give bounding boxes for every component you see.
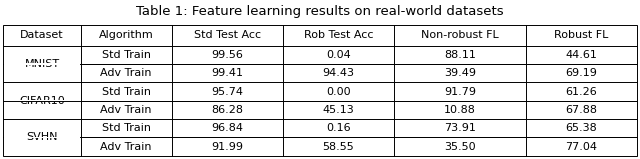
Text: 35.50: 35.50 (444, 142, 476, 152)
Text: 88.11: 88.11 (444, 50, 476, 60)
Text: 44.61: 44.61 (565, 50, 597, 60)
Text: Robust FL: Robust FL (554, 30, 609, 40)
Text: 39.49: 39.49 (444, 68, 476, 78)
Text: 45.13: 45.13 (323, 105, 355, 115)
Bar (4, 100, 80, 101)
Text: 10.88: 10.88 (444, 105, 476, 115)
Text: 69.19: 69.19 (565, 68, 597, 78)
Text: 0.16: 0.16 (326, 123, 351, 133)
Text: 91.79: 91.79 (444, 87, 476, 97)
Text: 73.91: 73.91 (444, 123, 476, 133)
Text: 58.55: 58.55 (323, 142, 355, 152)
Text: MNIST: MNIST (24, 59, 60, 69)
Text: Table 1: Feature learning results on real-world datasets: Table 1: Feature learning results on rea… (136, 5, 504, 18)
Text: SVHN: SVHN (26, 132, 58, 142)
Text: 0.00: 0.00 (326, 87, 351, 97)
Text: Adv Train: Adv Train (100, 105, 152, 115)
Text: 99.56: 99.56 (211, 50, 243, 60)
Bar (4, 63, 80, 65)
Text: Algorithm: Algorithm (99, 30, 154, 40)
Text: Dataset: Dataset (20, 30, 64, 40)
Text: 86.28: 86.28 (211, 105, 243, 115)
Bar (4, 137, 80, 138)
Text: 99.41: 99.41 (211, 68, 243, 78)
Text: Std Train: Std Train (102, 87, 150, 97)
Text: 94.43: 94.43 (323, 68, 355, 78)
Text: Adv Train: Adv Train (100, 68, 152, 78)
Text: 95.74: 95.74 (211, 87, 243, 97)
Text: Std Test Acc: Std Test Acc (194, 30, 261, 40)
Text: 77.04: 77.04 (565, 142, 597, 152)
Text: 96.84: 96.84 (211, 123, 243, 133)
Text: 91.99: 91.99 (211, 142, 243, 152)
Text: Adv Train: Adv Train (100, 142, 152, 152)
Bar (3, 25, 637, 156)
Text: Std Train: Std Train (102, 123, 150, 133)
Text: CIFAR10: CIFAR10 (19, 96, 65, 106)
Text: 67.88: 67.88 (565, 105, 597, 115)
Text: 61.26: 61.26 (565, 87, 597, 97)
Text: 0.04: 0.04 (326, 50, 351, 60)
Text: Rob Test Acc: Rob Test Acc (304, 30, 373, 40)
Text: Std Train: Std Train (102, 50, 150, 60)
Text: Non-robust FL: Non-robust FL (421, 30, 499, 40)
Text: 65.38: 65.38 (565, 123, 597, 133)
